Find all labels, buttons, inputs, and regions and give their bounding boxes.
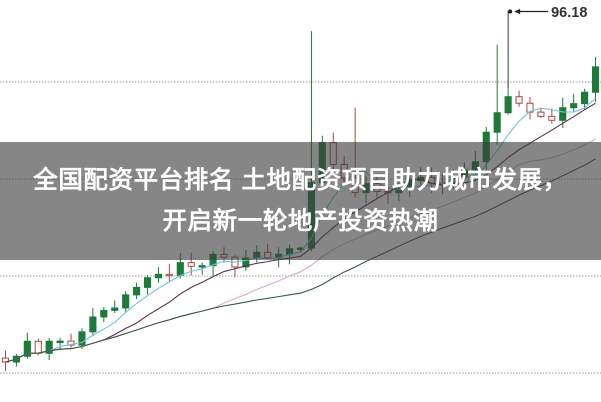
svg-text:96.18: 96.18 xyxy=(551,5,587,21)
